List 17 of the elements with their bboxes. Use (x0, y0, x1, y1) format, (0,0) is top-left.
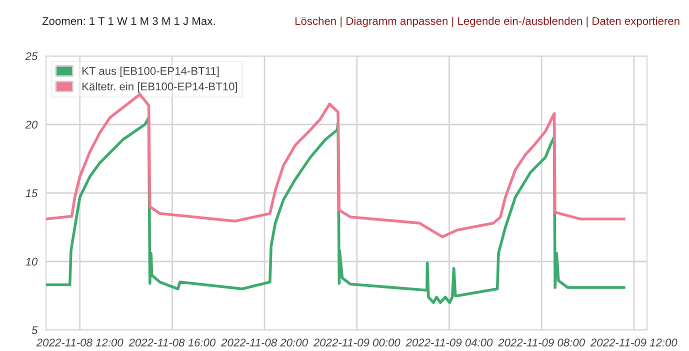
y-tick-label: 5 (32, 326, 38, 334)
line-series (46, 92, 626, 238)
y-tick-label: 20 (25, 120, 38, 129)
x-tick-label: 2022-11-08 20:00 (221, 338, 308, 346)
y-tick-label: 10 (26, 258, 38, 266)
x-tick-label: 2022-11-08 12:00 (36, 338, 124, 346)
x-tick-label: 2022-11-08 16:00 (128, 338, 216, 346)
text: Zoomen: 1 T 1 W 1 M 3 M 1 J Max. (42, 17, 215, 25)
y-tick-label: 25 (25, 52, 38, 60)
x-tick-label: 2022-11-09 04:00 (406, 338, 493, 346)
x-tick-label: 2022-11-09 08:00 (498, 338, 585, 346)
legend-label: Kältetr. ein [EB100-EP14-BT10] (82, 82, 238, 93)
y-tick-label: 15 (26, 189, 38, 198)
text: Löschen | Diagramm anpassen | Legende ein-/ausblenden | Daten exportieren (295, 16, 680, 28)
x-tick-label: 2022-11-09 12:00 (590, 338, 678, 346)
x-tick-label: 2022-11-09 00:00 (313, 338, 400, 346)
legend-label: KT aus [EB100-EP14-BT11] (82, 66, 219, 78)
